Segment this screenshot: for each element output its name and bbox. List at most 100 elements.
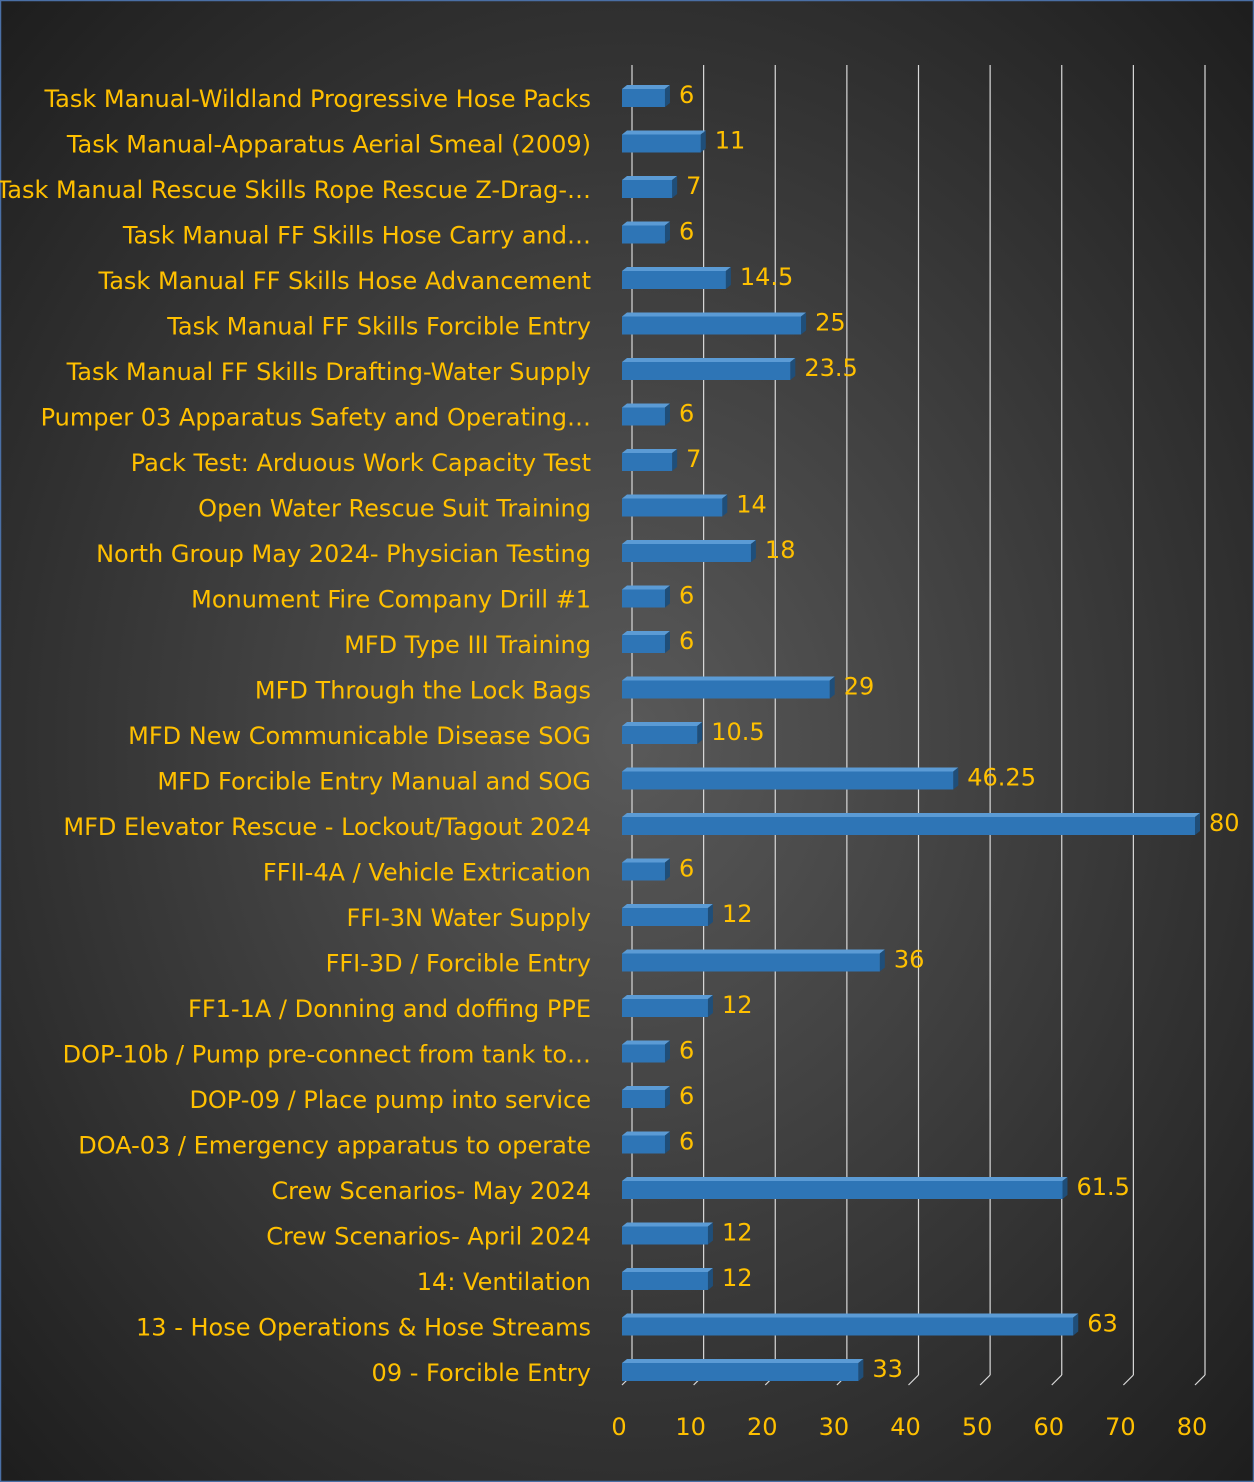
bar-side	[707, 1268, 713, 1290]
bar-side	[1073, 1313, 1079, 1336]
value-label: 18	[765, 536, 796, 564]
bar-side	[707, 995, 713, 1017]
bar-side	[672, 449, 678, 471]
floor-line	[1122, 1374, 1134, 1386]
y-tick-label: Task Manual-Apparatus Aerial Smeal (2009…	[66, 131, 591, 159]
bar-top	[622, 221, 670, 226]
y-tick-label: Crew Scenarios- April 2024	[266, 1223, 591, 1251]
value-label: 25	[815, 309, 846, 337]
y-tick-label: 09 - Forcible Entry	[372, 1359, 591, 1387]
bar	[622, 407, 665, 426]
bar-side	[664, 1086, 670, 1108]
y-tick-label: FF1-1A / Donning and doffing PPE	[188, 995, 591, 1023]
bar-side	[953, 767, 959, 790]
bar-side	[707, 904, 713, 926]
bar-side	[879, 949, 885, 972]
value-label: 6	[679, 400, 694, 428]
bar-side	[664, 1131, 670, 1154]
bar	[622, 1135, 665, 1154]
y-tick-label: DOP-09 / Place pump into service	[189, 1086, 591, 1114]
bar-side	[858, 1359, 864, 1381]
bar-top	[622, 1131, 670, 1136]
bar	[622, 771, 954, 790]
bar-top	[622, 767, 959, 772]
bar	[622, 134, 701, 153]
value-label: 6	[679, 1037, 694, 1065]
bar-side	[1195, 813, 1200, 835]
value-label: 36	[894, 946, 925, 974]
value-label: 12	[722, 1264, 753, 1292]
value-label: 6	[679, 855, 694, 883]
bar-top	[622, 1040, 670, 1045]
bar-top	[622, 312, 807, 317]
value-label: 6	[679, 1082, 694, 1110]
bar-side	[707, 1222, 713, 1245]
bar-top	[622, 358, 796, 362]
bar	[622, 498, 723, 517]
bar-side	[664, 631, 670, 653]
y-tick-label: 13 - Hose Operations & Hose Streams	[136, 1314, 591, 1342]
bar-side	[700, 130, 706, 153]
y-tick-label: MFD Through the Lock Bags	[255, 677, 591, 705]
value-label: 11	[715, 127, 746, 155]
bar-top	[622, 631, 670, 635]
value-label: 6	[679, 218, 694, 246]
bar	[622, 635, 665, 653]
bar-top	[622, 585, 670, 590]
bar-side	[664, 585, 670, 608]
y-tick-label: Task Manual FF Skills Drafting-Water Sup…	[66, 358, 591, 386]
y-tick-label: Pumper 03 Apparatus Safety and Operating…	[41, 404, 591, 432]
bar-top	[622, 1313, 1079, 1318]
bar-side	[672, 176, 678, 198]
y-tick-label: Pack Test: Arduous Work Capacity Test	[131, 449, 591, 477]
bar-side	[801, 312, 807, 335]
bar	[622, 999, 708, 1017]
value-label: 12	[722, 991, 753, 1019]
value-label: 6	[679, 627, 694, 655]
value-label: 7	[686, 172, 701, 200]
bar-side	[664, 1040, 670, 1063]
bar-top	[622, 813, 1200, 817]
bar	[622, 1226, 708, 1245]
bar	[622, 1363, 859, 1381]
y-tick-label: FFI-3D / Forcible Entry	[326, 950, 591, 978]
bar	[622, 180, 673, 198]
x-tick-label: 60	[1033, 1413, 1064, 1441]
bar-top	[622, 449, 678, 453]
bar-top	[622, 1268, 713, 1272]
bar-top	[622, 494, 728, 499]
value-label: 10.5	[711, 718, 764, 746]
bar	[622, 726, 698, 744]
bar-side	[664, 85, 670, 107]
value-label: 12	[722, 1219, 753, 1247]
bar	[622, 1272, 708, 1290]
bar-top	[622, 1086, 670, 1090]
bar-top	[622, 904, 713, 908]
bar	[622, 680, 830, 699]
bar	[622, 1044, 665, 1063]
bar-side	[790, 358, 796, 380]
x-tick-label: 50	[962, 1413, 993, 1441]
bar	[622, 271, 726, 289]
value-label: 6	[679, 582, 694, 610]
y-tick-label: North Group May 2024- Physician Testing	[96, 540, 591, 568]
value-label: 29	[844, 673, 875, 701]
bar	[622, 862, 665, 881]
x-tick-label: 0	[611, 1413, 626, 1441]
x-tick-label: 20	[747, 1413, 778, 1441]
y-tick-label: MFD Forcible Entry Manual and SOG	[157, 768, 591, 796]
bar-top	[622, 1359, 864, 1363]
bar-top	[622, 995, 713, 999]
x-tick-label: 70	[1105, 1413, 1136, 1441]
bar	[622, 1181, 1063, 1199]
y-tick-label: Task Manual-Wildland Progressive Hose Pa…	[43, 85, 591, 113]
bar	[622, 953, 880, 972]
bar-side	[750, 540, 756, 562]
value-label: 46.25	[967, 764, 1036, 792]
floor-line	[979, 1374, 991, 1386]
bar	[622, 908, 708, 926]
bar-top	[622, 267, 731, 271]
bar-side	[664, 858, 670, 881]
bar-top	[622, 130, 706, 135]
bar	[622, 589, 665, 608]
